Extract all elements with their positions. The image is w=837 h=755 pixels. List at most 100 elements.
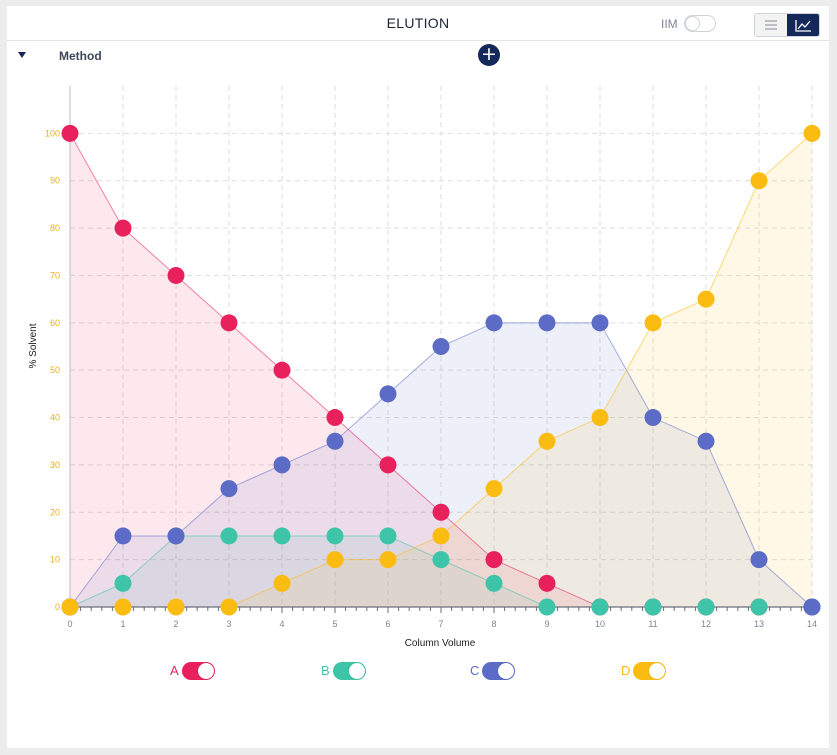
point-B[interactable] <box>273 527 291 545</box>
caret-down-icon[interactable] <box>18 52 26 58</box>
point-D[interactable] <box>273 574 291 592</box>
panel-title: ELUTION <box>386 15 450 31</box>
point-C[interactable] <box>273 456 291 474</box>
point-B[interactable] <box>379 527 397 545</box>
point-A[interactable] <box>114 219 132 237</box>
point-C[interactable] <box>644 409 662 427</box>
series-toggle-B[interactable] <box>333 662 366 680</box>
y-tick-label: 60 <box>50 318 60 328</box>
point-B[interactable] <box>432 551 450 569</box>
view-switcher <box>754 13 820 37</box>
point-C[interactable] <box>538 314 556 332</box>
point-C[interactable] <box>326 432 344 450</box>
legend-label: A <box>170 663 179 678</box>
x-tick-label: 4 <box>279 619 284 629</box>
point-D[interactable] <box>220 598 238 616</box>
point-D[interactable] <box>644 314 662 332</box>
y-tick-label: 10 <box>50 555 60 565</box>
point-B[interactable] <box>538 598 556 616</box>
point-C[interactable] <box>697 432 715 450</box>
point-B[interactable] <box>750 598 768 616</box>
point-D[interactable] <box>61 598 79 616</box>
point-B[interactable] <box>326 527 344 545</box>
x-tick-label: 5 <box>332 619 337 629</box>
point-C[interactable] <box>114 527 132 545</box>
point-B[interactable] <box>220 527 238 545</box>
y-tick-label: 50 <box>50 365 60 375</box>
add-step-button[interactable]: + <box>478 44 500 66</box>
x-tick-label: 6 <box>385 619 390 629</box>
point-A[interactable] <box>538 574 556 592</box>
line-chart-icon <box>795 20 811 32</box>
area-A <box>70 133 812 607</box>
point-B[interactable] <box>485 574 503 592</box>
x-axis-label: Column Volume <box>405 638 476 649</box>
point-C[interactable] <box>167 527 185 545</box>
point-A[interactable] <box>61 124 79 142</box>
point-D[interactable] <box>591 409 609 427</box>
area-B <box>70 535 812 607</box>
x-tick-label: 3 <box>226 619 231 629</box>
series-toggle-D[interactable] <box>633 662 666 680</box>
point-A[interactable] <box>379 456 397 474</box>
point-D[interactable] <box>167 598 185 616</box>
x-tick-label: 10 <box>595 619 605 629</box>
y-tick-label: 40 <box>50 413 60 423</box>
point-C[interactable] <box>485 314 503 332</box>
point-D[interactable] <box>432 527 450 545</box>
point-D[interactable] <box>803 124 821 142</box>
x-tick-label: 11 <box>648 619 657 629</box>
y-tick-label: 30 <box>50 460 60 470</box>
point-D[interactable] <box>697 290 715 308</box>
x-tick-label: 14 <box>807 619 817 629</box>
point-A[interactable] <box>432 503 450 521</box>
iim-label: IIM <box>661 17 678 31</box>
point-D[interactable] <box>326 551 344 569</box>
y-tick-label: 20 <box>50 507 60 517</box>
point-B[interactable] <box>697 598 715 616</box>
chart-view-button[interactable] <box>787 14 819 36</box>
x-tick-label: 12 <box>701 619 711 629</box>
point-A[interactable] <box>326 409 344 427</box>
point-D[interactable] <box>379 551 397 569</box>
point-C[interactable] <box>220 480 238 498</box>
x-tick-label: 13 <box>754 619 764 629</box>
toggle-knob <box>198 663 214 679</box>
point-D[interactable] <box>750 172 768 190</box>
area-D <box>70 133 812 607</box>
chart-axes: 0 1 2 3 4 5 6 7 8 9 10 11 12 13 1401020304050607080901… <box>45 86 817 629</box>
iim-toggle-knob <box>685 16 700 31</box>
y-tick-label: 70 <box>50 270 60 280</box>
x-tick-label: 9 <box>544 619 549 629</box>
point-D[interactable] <box>538 432 556 450</box>
point-C[interactable] <box>379 385 397 403</box>
toggle-knob <box>498 663 514 679</box>
series-toggle-C[interactable] <box>482 662 515 680</box>
point-C[interactable] <box>591 314 609 332</box>
y-axis-label: % Solvent <box>28 323 39 368</box>
method-row: Method + <box>7 42 829 68</box>
legend-label: B <box>321 663 330 678</box>
point-A[interactable] <box>220 314 238 332</box>
point-C[interactable] <box>750 551 768 569</box>
point-C[interactable] <box>432 338 450 355</box>
toggle-knob <box>349 663 365 679</box>
elution-panel: ELUTION IIM Method + <box>7 6 829 748</box>
point-D[interactable] <box>485 480 503 498</box>
y-tick-label: 80 <box>50 223 60 233</box>
point-B[interactable] <box>114 574 132 592</box>
point-B[interactable] <box>591 598 609 616</box>
point-C[interactable] <box>803 598 821 616</box>
x-tick-label: 2 <box>173 619 178 629</box>
point-B[interactable] <box>644 598 662 616</box>
legend-label: C <box>470 663 480 678</box>
point-A[interactable] <box>485 551 503 569</box>
series-toggle-A[interactable] <box>182 662 215 680</box>
point-D[interactable] <box>114 598 132 616</box>
point-A[interactable] <box>167 266 185 284</box>
list-view-button[interactable] <box>755 14 787 36</box>
point-A[interactable] <box>273 361 291 379</box>
x-tick-label: 0 <box>67 619 72 629</box>
iim-toggle[interactable] <box>684 15 716 32</box>
